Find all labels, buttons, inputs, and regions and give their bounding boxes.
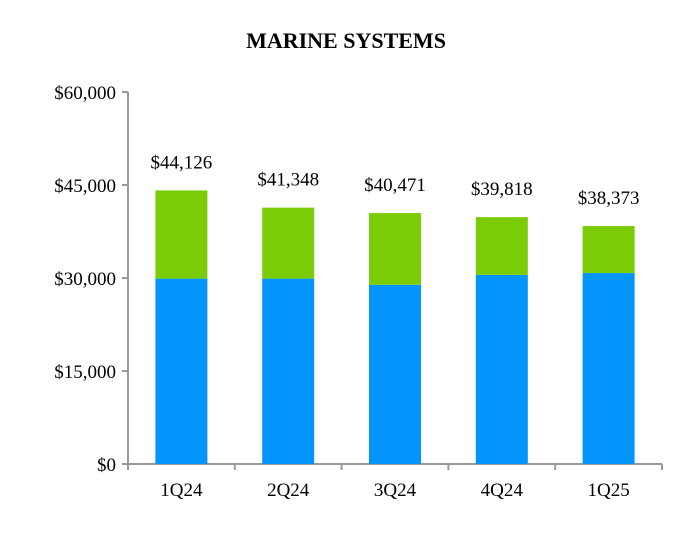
x-tick-label: 1Q25: [587, 480, 629, 501]
total-label: $44,126: [151, 152, 213, 173]
x-tick-label: 4Q24: [481, 480, 524, 501]
bar-segment-2: [155, 190, 208, 279]
y-tick-label: $0: [97, 455, 116, 476]
bar-segment-1: [582, 273, 635, 464]
y-tick-label: $60,000: [54, 83, 116, 104]
bar-segment-1: [369, 284, 421, 464]
total-label: $39,818: [471, 179, 533, 200]
bar-segment-2: [262, 207, 315, 279]
y-tick-label: $30,000: [54, 269, 116, 290]
bar-segment-1: [475, 274, 528, 464]
total-label: $41,348: [257, 170, 319, 191]
total-label: $40,471: [364, 175, 426, 196]
bar-segment-1: [262, 278, 315, 464]
bar-segment-2: [369, 213, 421, 285]
chart-title: MARINE SYSTEMS: [246, 28, 446, 53]
bar-segment-1: [155, 278, 208, 464]
x-tick-label: 1Q24: [160, 480, 203, 501]
x-tick-label: 3Q24: [374, 480, 417, 501]
bar-segment-2: [475, 217, 528, 275]
y-tick-label: $15,000: [54, 362, 116, 383]
y-tick-label: $45,000: [54, 176, 116, 197]
x-tick-label: 2Q24: [267, 480, 310, 501]
total-label: $38,373: [578, 188, 640, 209]
bar-segment-2: [582, 226, 635, 274]
